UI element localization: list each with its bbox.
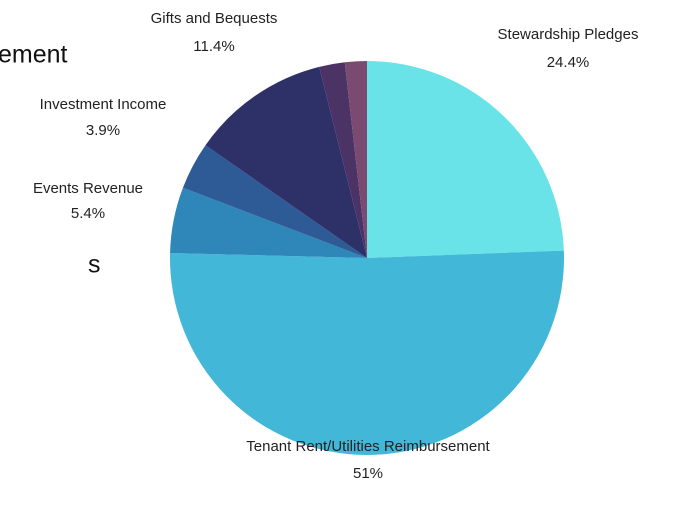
slice-label: Events Revenue <box>33 180 143 197</box>
slice-value: 5.4% <box>71 205 105 222</box>
pie-slice <box>367 61 564 258</box>
slice-value: 3.9% <box>86 122 120 139</box>
background-text: s <box>88 251 101 279</box>
pie-slice <box>344 61 367 258</box>
slice-label: Stewardship Pledges <box>498 26 639 43</box>
pie-slice <box>182 145 367 258</box>
slice-label: Tenant Rent/Utilities Reimbursement <box>246 438 490 455</box>
background-text: ement <box>0 41 68 69</box>
slice-value: 11.4% <box>193 38 234 55</box>
slice-value: 24.4% <box>547 54 590 71</box>
pie-slice <box>170 187 367 258</box>
pie-slice <box>170 250 565 455</box>
slice-label: Gifts and Bequests <box>151 10 278 27</box>
pie-slice <box>319 62 367 258</box>
pie-slice <box>205 66 367 258</box>
slice-value: 51% <box>353 465 383 482</box>
slice-label: Investment Income <box>40 96 167 113</box>
